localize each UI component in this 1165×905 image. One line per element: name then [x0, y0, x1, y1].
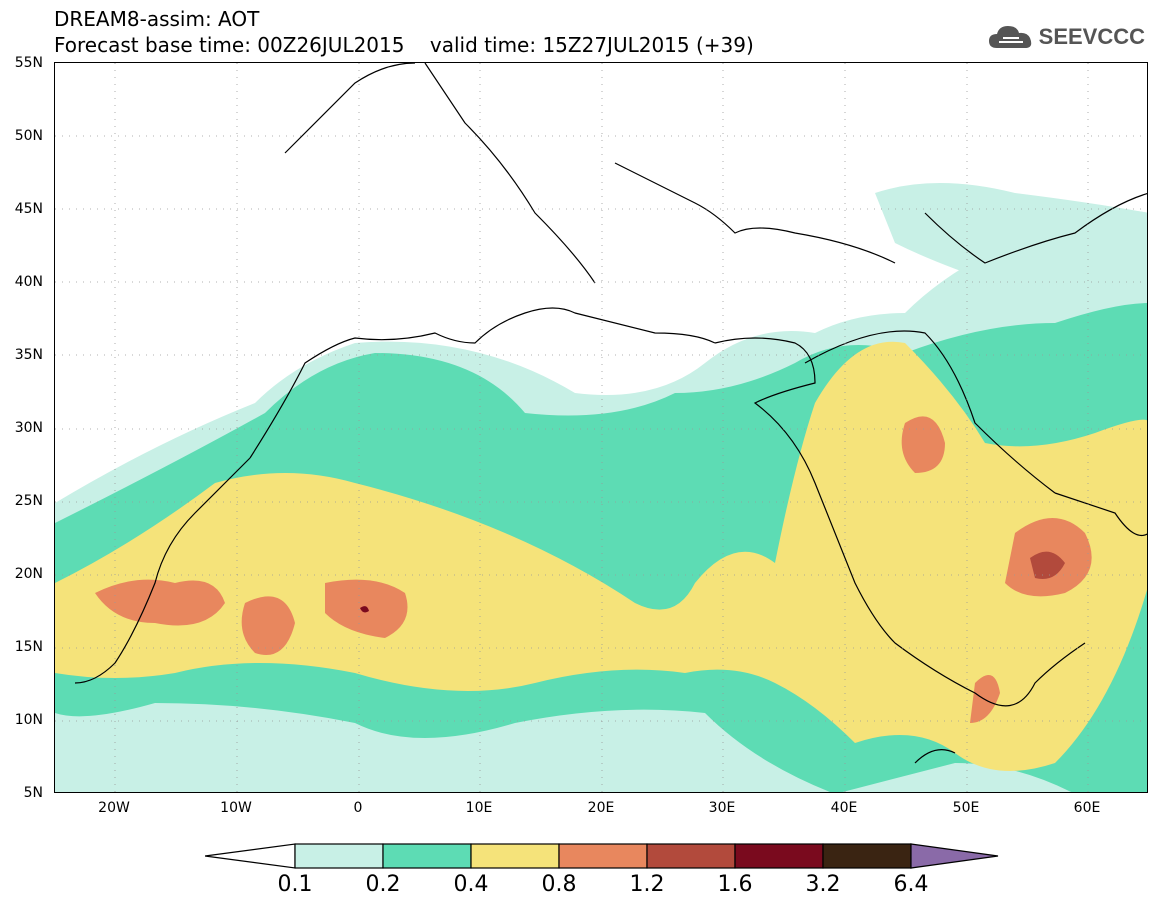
lat-label: 40N	[14, 274, 43, 290]
lon-label: 40E	[830, 800, 858, 816]
lon-label: 60E	[1073, 800, 1101, 816]
lat-label: 35N	[14, 347, 43, 363]
aot-band-0.8-d	[901, 416, 945, 473]
logo-text: SEEVCCC	[1038, 24, 1145, 49]
chart-title: DREAM8-assim: AOT	[54, 7, 260, 31]
colorbar-over	[910, 843, 999, 869]
colorbar-label: 1.6	[717, 872, 753, 897]
lon-label: 30E	[708, 800, 736, 816]
colorbar-label: 1.2	[629, 872, 665, 897]
colorbar-label: 6.4	[893, 872, 929, 897]
colorbar-bin	[646, 843, 736, 869]
map-area	[54, 62, 1148, 793]
colorbar-bin	[822, 843, 912, 869]
lat-label: 55N	[14, 55, 43, 71]
colorbar-bin	[558, 843, 648, 869]
lon-label: 50E	[952, 800, 980, 816]
lon-label: 20W	[98, 800, 130, 816]
aot-band-1.6	[360, 606, 369, 613]
lon-label: 0	[353, 800, 363, 816]
colorbar-label: 0.1	[277, 872, 313, 897]
colorbar-bin	[734, 843, 824, 869]
forecast-time-label: Forecast base time: 00Z26JUL2015 valid t…	[54, 33, 754, 57]
seevccc-logo: SEEVCCC	[987, 22, 1145, 52]
aot-band-0.4	[55, 341, 1147, 771]
lat-label: 15N	[14, 639, 43, 655]
colorbar-label: 0.4	[453, 872, 489, 897]
lat-lon-grid	[55, 63, 1147, 792]
colorbar-bin	[294, 843, 384, 869]
aot-band-1.2	[1030, 551, 1065, 579]
colorbar-bin	[382, 843, 472, 869]
lon-label: 10W	[220, 800, 252, 816]
aot-contours	[55, 183, 1147, 792]
lat-label: 25N	[14, 493, 43, 509]
lon-label: 20E	[587, 800, 615, 816]
cloud-icon	[988, 26, 1031, 48]
colorbar-under	[205, 843, 296, 869]
colorbar	[205, 843, 999, 869]
colorbar-label: 0.8	[541, 872, 577, 897]
coastlines	[74, 63, 1147, 764]
colorbar-label: 0.2	[365, 872, 401, 897]
aot-band-0.8-a	[95, 579, 225, 626]
lat-label: 10N	[14, 712, 43, 728]
lat-label: 20N	[14, 566, 43, 582]
lat-label: 45N	[14, 201, 43, 217]
lat-label: 5N	[23, 785, 43, 801]
lat-label: 50N	[14, 128, 43, 144]
lon-label: 10E	[465, 800, 493, 816]
aot-band-0.8-b	[241, 596, 295, 655]
lat-label: 30N	[14, 420, 43, 436]
aot-map-svg	[55, 63, 1147, 792]
colorbar-bin	[470, 843, 560, 869]
colorbar-label: 3.2	[805, 872, 841, 897]
